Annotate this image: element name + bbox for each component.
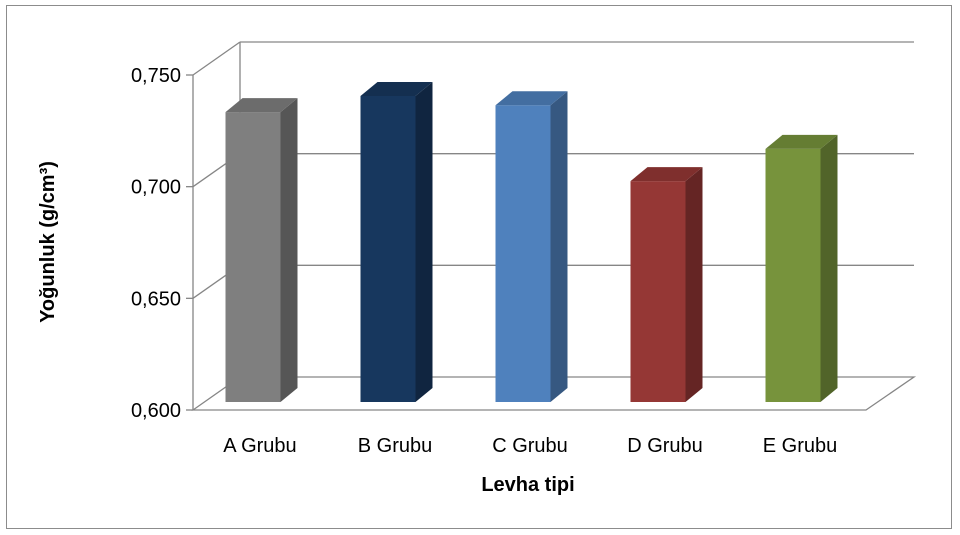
y-tick-label: 0,600 (131, 400, 181, 422)
bar-front (225, 112, 281, 403)
bar-front (360, 96, 416, 402)
bar (630, 167, 703, 402)
y-tick-label: 0,650 (131, 288, 181, 310)
y-tick-label: 0,700 (131, 177, 181, 199)
bar-top (360, 82, 433, 96)
bars (225, 82, 838, 403)
bar-side (280, 98, 298, 403)
y-axis-title: Yoğunluk (g/cm³) (37, 161, 59, 323)
bar (360, 82, 433, 402)
bar-top (765, 134, 838, 149)
x-tick-label: D Grubu (627, 435, 703, 457)
bar-top (495, 91, 568, 106)
bar-side (820, 134, 838, 402)
x-tick-label: B Grubu (358, 435, 432, 457)
x-tick-label: C Grubu (492, 435, 568, 457)
bar (225, 98, 298, 403)
bar-side (415, 82, 433, 402)
bar-front (630, 181, 686, 402)
bar (495, 91, 568, 403)
bar-front (765, 148, 821, 402)
bar-top (630, 167, 703, 182)
bar-side (550, 91, 568, 403)
bar-front (495, 105, 551, 403)
gridline-side (192, 41, 241, 76)
x-tick-label: E Grubu (763, 435, 837, 457)
bar-side (685, 167, 703, 402)
y-tick-label: 0,750 (131, 65, 181, 87)
chart-floor (190, 376, 917, 411)
bar-top (225, 98, 298, 113)
bar (765, 134, 838, 402)
x-tick-label: A Grubu (223, 435, 296, 457)
x-axis-title: Levha tipi (481, 474, 574, 496)
y-tick-labels: 0,600 0,650 0,700 0,750 (131, 65, 181, 422)
x-tick-labels: A Grubu B Grubu C Grubu D Grubu E Grubu (223, 435, 837, 457)
